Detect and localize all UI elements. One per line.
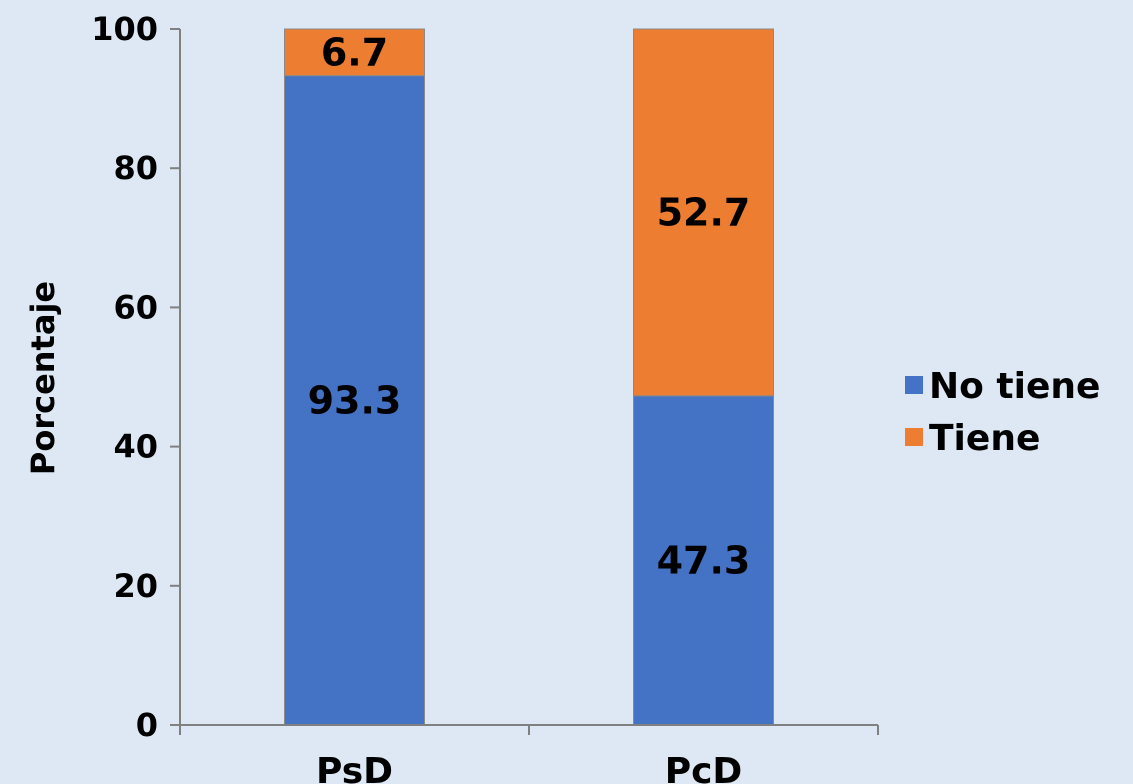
legend-swatch-no-tiene xyxy=(905,376,923,394)
plot-area: 93.3 6.7 47.3 52.7 xyxy=(284,28,774,726)
legend-swatch-tiene xyxy=(905,428,923,446)
y-tick-label: 20 xyxy=(113,567,158,605)
legend-label: No tiene xyxy=(929,366,1100,407)
axes: 0 20 40 60 80 100 PsD PcD xyxy=(91,10,879,784)
y-axis-title: Porcentaje xyxy=(24,281,62,475)
x-tick-label: PcD xyxy=(665,751,743,784)
legend: No tiene Tiene xyxy=(905,366,1100,459)
y-tick-label: 80 xyxy=(113,149,158,187)
data-label: 47.3 xyxy=(657,538,751,582)
data-label: 52.7 xyxy=(657,190,751,234)
bar-no-tiene-psd xyxy=(284,75,425,726)
bar-tiene-psd xyxy=(284,28,425,77)
y-tick-label: 0 xyxy=(136,706,158,744)
bar-tiene-pcd xyxy=(633,28,774,397)
y-tick-label: 100 xyxy=(91,10,158,48)
data-label: 93.3 xyxy=(308,378,402,422)
y-tick-label: 40 xyxy=(113,428,158,466)
data-label: 6.7 xyxy=(321,30,388,74)
x-tick-label: PsD xyxy=(316,751,393,784)
legend-label: Tiene xyxy=(929,418,1040,459)
y-tick-label: 60 xyxy=(113,288,158,326)
